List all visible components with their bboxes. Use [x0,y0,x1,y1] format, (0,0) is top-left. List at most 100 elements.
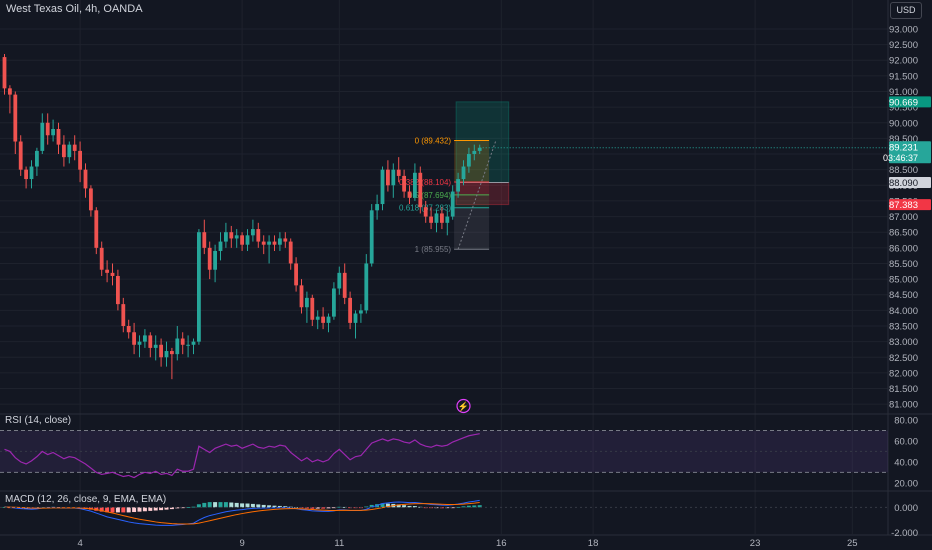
macd-histogram-bar [153,507,158,511]
candle-body [299,285,304,308]
macd-histogram-bar [466,505,471,508]
price-label-box [889,199,931,211]
macd-histogram-bar [337,506,342,508]
macd-signal-line [4,502,480,525]
macd-line [4,499,480,526]
candle-body [29,166,34,180]
candle-body [337,272,342,289]
candle-body [288,241,293,264]
fib-level-label: 0.5 (87.694) [408,191,451,200]
time-tick-label: 18 [588,538,599,549]
macd-pane-title[interactable]: MACD (12, 26, close, 9, EMA, EMA) [5,494,167,505]
price-tick-label: 82.000 [889,368,918,379]
candle-body [153,344,158,348]
candle-body [105,269,109,273]
time-tick-label: 4 [77,538,82,549]
candle-body [434,213,439,223]
macd-histogram-bar [121,507,126,513]
candle-body [13,94,18,142]
candle-body [8,88,12,95]
price-tick-label: 91.000 [889,87,918,98]
macd-histogram-bar [331,507,336,509]
macd-histogram-bar [245,503,250,508]
candle-body [332,288,336,317]
candle-body [35,150,39,167]
candle-body [197,232,201,342]
rsi-pane-title[interactable]: RSI (14, close) [5,415,72,426]
price-tick-label: 89.500 [889,134,918,145]
candle-body [180,338,185,345]
fib-zone [454,182,490,195]
macd-histogram-bar [234,502,239,508]
candle-body [99,247,104,270]
currency-button[interactable]: USD [890,2,922,19]
candle-body [207,247,212,270]
candle-body [62,144,66,158]
price-tick-label: 92.500 [889,40,918,51]
price-tick-label: 83.000 [889,337,918,348]
macd-histogram-bar [110,507,115,513]
candle-body [24,169,28,180]
candle-body [40,122,45,151]
candle-body [121,304,126,327]
macd-histogram-bar [326,507,331,509]
macd-histogram-bar [315,507,320,509]
price-tick-label: 84.500 [889,290,918,301]
price-label-box [889,141,931,164]
macd-histogram-bar [213,502,218,508]
price-tick-label: 85.500 [889,259,918,270]
candle-body [234,235,239,239]
candle-body [224,232,228,242]
candle-body [2,57,7,89]
price-tick-label: 93.000 [889,24,918,35]
macd-histogram-bar [402,505,407,508]
candle-body [450,191,455,217]
candle-body [78,150,82,170]
lightning-icon [456,398,471,414]
candle-body [143,335,147,342]
fib-level-label: 1 (85.955) [415,245,452,254]
candle-body [359,310,363,314]
macd-histogram-bar [456,506,461,508]
macd-histogram-bar [380,503,385,508]
candle-body [472,150,477,155]
macd-tick-label: -2.000 [891,528,918,539]
macd-histogram-bar [148,507,153,511]
macd-histogram-bar [137,507,142,512]
candle-body [321,316,325,323]
time-tick-label: 9 [239,538,244,549]
price-tick-label: 90.500 [889,103,918,114]
lightning-glyph: ⚡ [458,401,469,413]
candle-body [278,238,282,245]
fib-zone [454,207,490,250]
price-tick-label: 92.000 [889,56,918,67]
macd-histogram-bar [283,506,288,508]
macd-histogram-bar [461,506,466,508]
macd-histogram-bar [196,504,201,508]
candle-body [164,351,169,358]
candle-body [51,129,55,136]
price-tick-label: 84.000 [889,306,918,317]
candle-body [148,335,153,348]
fib-level-label: 0 (89.432) [415,137,452,146]
macd-histogram-bar [207,502,212,508]
macd-histogram-bar [396,504,401,508]
candle-body [126,326,131,333]
price-label-countdown: 03:46:37 [883,153,918,163]
candle-body [267,241,271,245]
candle-body [110,272,115,276]
price-label-value: 87.383 [889,200,918,211]
price-tick-label: 88.500 [889,165,918,176]
macd-histogram-bar [126,507,131,513]
price-label-value: 88.090 [889,178,918,189]
candle-body [413,172,417,198]
macd-histogram-bar [240,503,245,508]
macd-histogram-bar [445,507,450,509]
macd-histogram-bar [105,507,110,513]
symbol-title[interactable]: West Texas Oil, 4h, OANDA [6,3,143,15]
candle-body [391,169,396,186]
candle-body [18,141,23,170]
price-label-value: 90.669 [889,97,918,108]
candle-body [218,241,223,251]
